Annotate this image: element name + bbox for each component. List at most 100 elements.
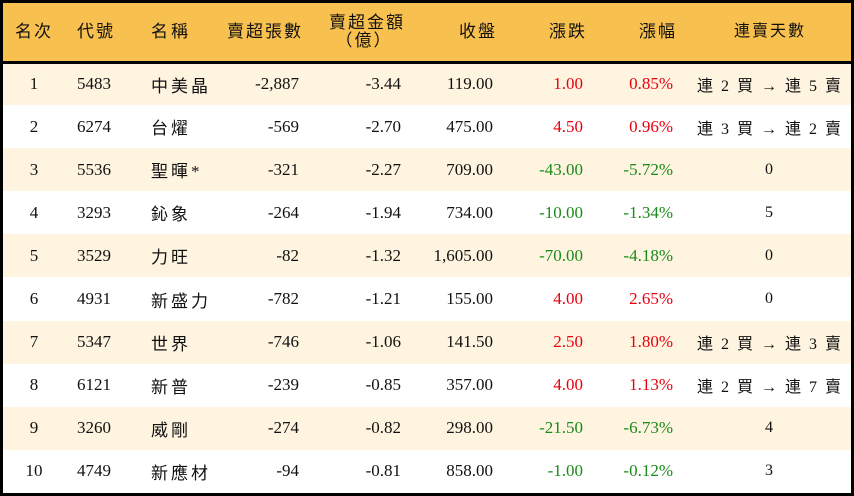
table-row: 2 6274 台燿 -569 -2.70 475.00 4.50 0.96% 連… [3, 105, 851, 149]
rank-cell: 7 [29, 332, 39, 352]
net-sell-lots-cell: -239 [267, 375, 299, 395]
code-cell: 3260 [77, 418, 111, 438]
rank-cell: 1 [29, 74, 39, 94]
code-cell: 3529 [77, 245, 111, 265]
name-cell: 新普 [151, 377, 191, 397]
net-sell-lots-cell: -321 [267, 159, 299, 179]
table-row: 4 3293 鈊象 -264 -1.94 734.00 -10.00 -1.34… [3, 191, 851, 235]
close-cell: 357.00 [446, 375, 493, 395]
change-cell: 1.00 [553, 74, 583, 94]
net-sell-lots-cell: -274 [267, 418, 299, 438]
net-sell-lots-cell: -569 [267, 116, 299, 136]
name-cell: 鈊象 [151, 205, 191, 225]
change-cell: 4.00 [553, 375, 583, 395]
net-sell-amount-cell: -2.70 [365, 116, 401, 136]
table-row: 1 5483 中美晶 -2,887 -3.44 119.00 1.00 0.85… [3, 62, 851, 106]
streak-cell: 3 [765, 462, 775, 480]
net-sell-amount-cell: -3.44 [365, 74, 401, 94]
header-streak: 連賣天數 [689, 3, 851, 64]
streak-cell: 連 2 買 → 連 7 賣 [696, 379, 843, 397]
code-cell: 5536 [77, 159, 111, 179]
name-cell: 中美晶 [151, 76, 211, 96]
streak-cell: 0 [765, 160, 775, 178]
name-cell: 台燿 [151, 119, 191, 139]
change-cell: -43.00 [539, 159, 583, 179]
header-net-sell-amount-unit: （億） [335, 30, 393, 50]
code-cell: 6121 [77, 375, 111, 395]
header-code: 代號 [65, 3, 133, 64]
header-net-sell-lots: 賣超張數 [215, 3, 315, 64]
streak-cell: 連 2 買 → 連 5 賣 [696, 78, 843, 96]
code-cell: 3293 [77, 202, 111, 222]
table-row: 9 3260 威剛 -274 -0.82 298.00 -21.50 -6.73… [3, 406, 851, 450]
change-cell: -21.50 [539, 418, 583, 438]
net-sell-lots-cell: -94 [276, 461, 299, 481]
change-cell: 4.50 [553, 116, 583, 136]
table-row: 8 6121 新普 -239 -0.85 357.00 4.00 1.13% 連… [3, 363, 851, 407]
close-cell: 709.00 [446, 159, 493, 179]
close-cell: 155.00 [446, 289, 493, 309]
header-net-sell-amount: 賣超金額 （億） [315, 3, 417, 64]
rank-cell: 4 [29, 202, 39, 222]
change-pct-cell: 1.13% [629, 375, 673, 395]
name-cell: 力旺 [151, 248, 191, 268]
net-sell-amount-cell: -2.27 [365, 159, 401, 179]
code-cell: 4749 [77, 461, 111, 481]
change-cell: -1.00 [547, 461, 583, 481]
net-sell-lots-cell: -264 [267, 202, 299, 222]
header-name: 名稱 [133, 3, 215, 64]
net-sell-ranking-table: 名次 代號 名稱 賣超張數 賣超金額 （億） 收盤 漲跌 漲幅 連賣天數 1 5… [3, 3, 851, 493]
close-cell: 475.00 [446, 116, 493, 136]
header-net-sell-amount-label: 賣超金額 [329, 12, 405, 32]
table-row: 3 5536 聖暉* -321 -2.27 709.00 -43.00 -5.7… [3, 148, 851, 192]
close-cell: 141.50 [446, 332, 493, 352]
net-sell-lots-cell: -746 [267, 332, 299, 352]
change-pct-cell: 1.80% [629, 332, 673, 352]
rank-cell: 3 [29, 159, 39, 179]
header-rank: 名次 [3, 3, 65, 64]
net-sell-lots-cell: -82 [276, 245, 299, 265]
close-cell: 1,605.00 [433, 245, 494, 265]
rank-cell: 10 [25, 461, 43, 481]
code-cell: 6274 [77, 116, 111, 136]
rank-cell: 2 [29, 116, 39, 136]
table-row: 5 3529 力旺 -82 -1.32 1,605.00 -70.00 -4.1… [3, 234, 851, 278]
streak-cell: 連 3 買 → 連 2 賣 [696, 120, 843, 138]
net-sell-amount-cell: -1.06 [365, 332, 401, 352]
code-cell: 5347 [77, 332, 111, 352]
code-cell: 4931 [77, 289, 111, 309]
rank-cell: 5 [29, 245, 39, 265]
name-cell: 威剛 [151, 420, 191, 440]
streak-cell: 連 2 買 → 連 3 賣 [696, 336, 843, 354]
close-cell: 119.00 [446, 74, 493, 94]
table-row: 7 5347 世界 -746 -1.06 141.50 2.50 1.80% 連… [3, 320, 851, 364]
streak-cell: 0 [765, 246, 775, 264]
change-pct-cell: -4.18% [623, 245, 673, 265]
header-change-pct: 漲幅 [599, 3, 689, 64]
name-cell: 聖暉* [151, 162, 203, 182]
net-sell-amount-cell: -1.94 [365, 202, 401, 222]
change-pct-cell: 0.85% [629, 74, 673, 94]
change-pct-cell: 2.65% [629, 289, 673, 309]
streak-cell: 5 [765, 203, 775, 221]
code-cell: 5483 [77, 74, 111, 94]
net-sell-amount-cell: -1.32 [365, 245, 401, 265]
rank-cell: 8 [29, 375, 39, 395]
rank-cell: 6 [29, 289, 39, 309]
close-cell: 858.00 [446, 461, 493, 481]
table-row: 6 4931 新盛力 -782 -1.21 155.00 4.00 2.65% … [3, 277, 851, 321]
net-sell-amount-cell: -1.21 [365, 289, 401, 309]
net-sell-amount-cell: -0.85 [365, 375, 401, 395]
name-cell: 新應材 [151, 463, 211, 483]
name-cell: 新盛力 [151, 291, 211, 311]
close-cell: 734.00 [446, 202, 493, 222]
change-cell: -10.00 [539, 202, 583, 222]
change-cell: 2.50 [553, 332, 583, 352]
streak-cell: 4 [765, 419, 775, 437]
rank-cell: 9 [29, 418, 39, 438]
net-sell-amount-cell: -0.81 [365, 461, 401, 481]
change-cell: 4.00 [553, 289, 583, 309]
net-sell-amount-cell: -0.82 [365, 418, 401, 438]
change-cell: -70.00 [539, 245, 583, 265]
